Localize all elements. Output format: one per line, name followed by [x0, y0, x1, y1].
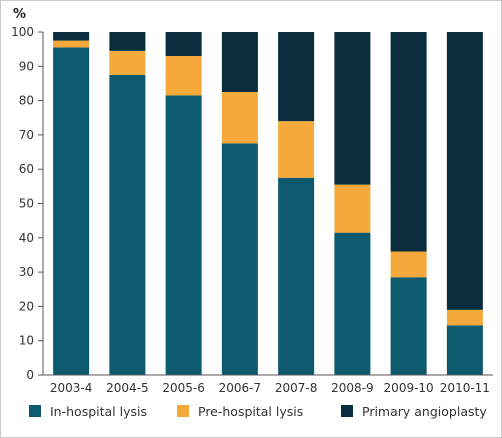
bar-primary-angioplasty — [278, 32, 315, 122]
bar-in-hospital-lysis — [53, 47, 90, 376]
y-axis: 0 10 20 30 40 50 60 70 80 90 100 — [11, 25, 44, 382]
bar-pre-hospital-lysis — [221, 92, 258, 144]
x-tick-label: 2007-8 — [275, 381, 318, 395]
bar-primary-angioplasty — [446, 32, 483, 310]
bar-primary-angioplasty — [334, 32, 371, 185]
legend-swatch — [29, 405, 41, 417]
y-tick-label: 60 — [19, 162, 34, 176]
y-tick-label: 30 — [19, 265, 34, 279]
bar-primary-angioplasty — [109, 32, 146, 51]
x-tick-label: 2010-11 — [440, 381, 490, 395]
bar-pre-hospital-lysis — [390, 251, 427, 278]
x-tick-label: 2005-6 — [162, 381, 205, 395]
y-tick-label: 0 — [26, 368, 34, 382]
legend: In-hospital lysis Pre-hospital lysis Prima… — [29, 404, 487, 419]
bar-in-hospital-lysis — [334, 232, 371, 375]
y-tick-label: 80 — [19, 94, 34, 108]
legend-label: Primary angioplasty — [362, 404, 487, 419]
legend-label: In-hospital lysis — [50, 404, 147, 419]
legend-swatch — [341, 405, 353, 417]
y-tick-label: 50 — [19, 197, 34, 211]
x-tick-label: 2008-9 — [331, 381, 374, 395]
x-tick-label: 2009-10 — [384, 381, 434, 395]
x-axis: 2003-4 2004-5 2005-6 2006-7 2007-8 2008-9 2009… — [43, 374, 493, 395]
bar-primary-angioplasty — [53, 32, 90, 41]
bar-in-hospital-lysis — [109, 74, 146, 375]
y-tick-label: 70 — [19, 128, 34, 142]
bar-in-hospital-lysis — [390, 277, 427, 375]
bar-in-hospital-lysis — [165, 95, 202, 375]
y-tick-label: 40 — [19, 231, 34, 245]
bar-pre-hospital-lysis — [446, 309, 483, 326]
bar-pre-hospital-lysis — [165, 56, 202, 96]
bar-pre-hospital-lysis — [334, 184, 371, 233]
y-tick-label: 10 — [19, 334, 34, 348]
bar-pre-hospital-lysis — [53, 40, 90, 48]
legend-swatch — [177, 405, 189, 417]
y-tick-label: 90 — [19, 59, 34, 73]
x-tick-label: 2006-7 — [219, 381, 262, 395]
bar-in-hospital-lysis — [278, 177, 315, 375]
y-tick-label: 20 — [19, 299, 34, 313]
bar-primary-angioplasty — [165, 32, 202, 57]
y-tick-label: 100 — [11, 25, 34, 39]
bar-in-hospital-lysis — [221, 143, 258, 375]
bar-pre-hospital-lysis — [109, 50, 146, 75]
bar-pre-hospital-lysis — [278, 121, 315, 178]
x-tick-label: 2004-5 — [106, 381, 149, 395]
x-tick-label: 2003-4 — [50, 381, 93, 395]
y-axis-label: % — [13, 7, 26, 22]
bar-primary-angioplasty — [390, 32, 427, 252]
bar-in-hospital-lysis — [446, 325, 483, 375]
bars-group — [53, 32, 483, 376]
legend-label: Pre-hospital lysis — [198, 404, 303, 419]
bar-primary-angioplasty — [221, 32, 258, 93]
